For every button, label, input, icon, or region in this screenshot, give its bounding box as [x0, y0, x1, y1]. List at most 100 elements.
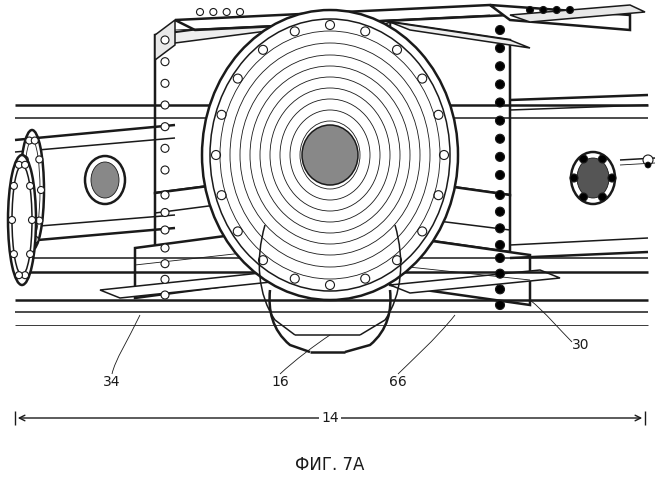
Ellipse shape: [210, 19, 450, 291]
Polygon shape: [135, 230, 270, 298]
Circle shape: [496, 116, 504, 125]
Circle shape: [36, 217, 43, 224]
Circle shape: [21, 156, 28, 163]
Circle shape: [223, 8, 230, 16]
Circle shape: [496, 98, 504, 107]
Polygon shape: [390, 22, 510, 195]
Circle shape: [22, 272, 28, 278]
Circle shape: [31, 137, 38, 144]
Circle shape: [598, 155, 607, 163]
Polygon shape: [490, 5, 630, 30]
Circle shape: [496, 134, 504, 143]
Circle shape: [210, 8, 217, 16]
Circle shape: [645, 162, 651, 168]
Circle shape: [217, 190, 226, 200]
Circle shape: [598, 193, 607, 201]
Polygon shape: [510, 5, 645, 22]
Circle shape: [496, 285, 504, 294]
Text: 16: 16: [271, 375, 289, 389]
Circle shape: [496, 300, 504, 310]
Polygon shape: [390, 22, 530, 48]
Circle shape: [570, 174, 578, 182]
Text: 14: 14: [321, 411, 339, 425]
Ellipse shape: [202, 10, 458, 300]
Text: 66: 66: [389, 375, 407, 389]
Circle shape: [566, 6, 574, 14]
Circle shape: [580, 193, 588, 201]
Ellipse shape: [302, 125, 358, 185]
Circle shape: [496, 240, 504, 250]
Circle shape: [553, 6, 560, 14]
Circle shape: [21, 217, 28, 224]
Circle shape: [217, 110, 226, 120]
Polygon shape: [390, 270, 560, 293]
Polygon shape: [100, 272, 290, 298]
Circle shape: [527, 6, 533, 14]
Circle shape: [361, 27, 369, 36]
Circle shape: [161, 260, 169, 268]
Circle shape: [540, 6, 547, 14]
Polygon shape: [270, 20, 290, 186]
Circle shape: [393, 256, 401, 264]
Circle shape: [15, 162, 22, 168]
Ellipse shape: [12, 165, 32, 275]
Circle shape: [161, 80, 169, 88]
Text: 30: 30: [572, 338, 590, 352]
Polygon shape: [155, 178, 270, 248]
Circle shape: [161, 58, 169, 66]
Circle shape: [496, 254, 504, 262]
Circle shape: [22, 162, 28, 168]
Circle shape: [161, 166, 169, 174]
Circle shape: [496, 170, 504, 179]
Circle shape: [496, 190, 504, 200]
Circle shape: [434, 110, 443, 120]
Polygon shape: [390, 235, 530, 305]
Circle shape: [36, 156, 43, 163]
Circle shape: [496, 62, 504, 70]
Circle shape: [161, 291, 169, 299]
Ellipse shape: [8, 155, 36, 285]
Circle shape: [11, 250, 17, 258]
Circle shape: [26, 236, 32, 243]
Circle shape: [258, 46, 268, 54]
Circle shape: [496, 269, 504, 278]
Circle shape: [418, 227, 427, 236]
Circle shape: [212, 150, 221, 160]
Circle shape: [496, 224, 504, 233]
Circle shape: [434, 190, 443, 200]
Ellipse shape: [20, 130, 44, 250]
Circle shape: [31, 236, 38, 243]
Circle shape: [325, 280, 334, 289]
Circle shape: [28, 216, 36, 224]
Circle shape: [496, 152, 504, 162]
Circle shape: [290, 274, 299, 283]
Circle shape: [161, 244, 169, 252]
Circle shape: [161, 36, 169, 44]
Circle shape: [15, 272, 22, 278]
Circle shape: [161, 144, 169, 152]
Circle shape: [20, 186, 26, 194]
Ellipse shape: [91, 162, 119, 198]
Circle shape: [233, 227, 243, 236]
Circle shape: [418, 74, 427, 83]
Polygon shape: [390, 178, 510, 252]
Circle shape: [237, 8, 243, 16]
Circle shape: [580, 155, 588, 163]
Circle shape: [11, 182, 17, 190]
Circle shape: [161, 191, 169, 199]
Circle shape: [196, 8, 204, 16]
Circle shape: [643, 155, 653, 165]
Circle shape: [161, 226, 169, 234]
Circle shape: [440, 150, 449, 160]
Circle shape: [26, 250, 34, 258]
Polygon shape: [155, 20, 175, 60]
Circle shape: [9, 216, 15, 224]
Ellipse shape: [24, 140, 40, 240]
Polygon shape: [175, 5, 510, 30]
Circle shape: [26, 137, 32, 144]
Circle shape: [393, 46, 401, 54]
Circle shape: [38, 186, 44, 194]
Circle shape: [26, 182, 34, 190]
Text: ФИГ. 7А: ФИГ. 7А: [295, 456, 365, 474]
Ellipse shape: [571, 152, 615, 204]
